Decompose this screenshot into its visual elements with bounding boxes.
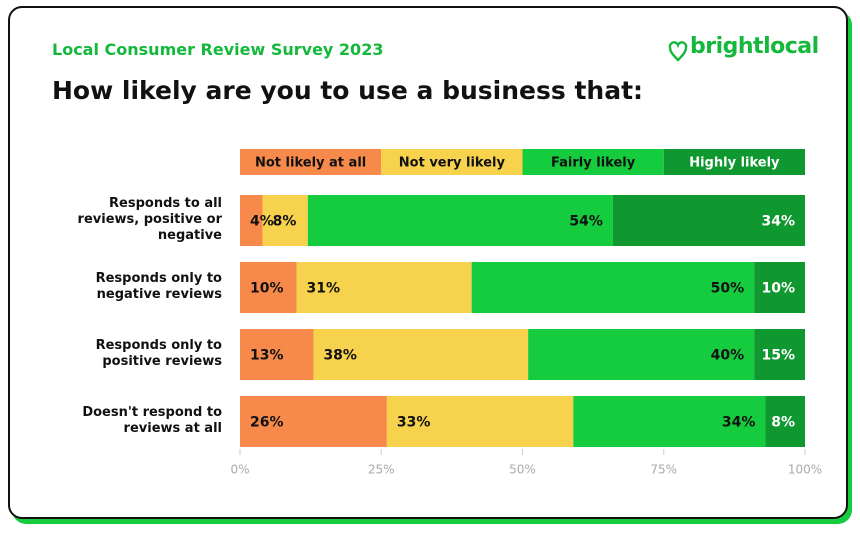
value-label: 50% (711, 281, 745, 297)
bar-segment (573, 396, 766, 447)
logo-icon (668, 41, 688, 62)
x-tick-label: 0% (230, 463, 249, 477)
category-label: Responds to all reviews, positive or neg… (77, 196, 222, 243)
brand: brightlocal (690, 34, 819, 59)
value-label: 31% (307, 281, 341, 297)
legend-label: Fairly likely (551, 156, 636, 171)
chart-title: How likely are you to use a business tha… (52, 76, 644, 105)
bar-segment (240, 195, 263, 246)
bar-segment (307, 195, 613, 246)
x-tick-label: 75% (650, 463, 677, 477)
value-label: 15% (761, 348, 795, 364)
value-label: 34% (722, 415, 756, 431)
category-label: Doesn't respond to reviews at all (82, 405, 222, 436)
legend-label: Not likely at all (255, 156, 366, 171)
bar-segment (313, 329, 529, 380)
legend-swatch (381, 149, 523, 175)
bar-segment (471, 262, 755, 313)
bar-segment (528, 329, 755, 380)
value-label: 8% (771, 415, 795, 431)
value-label: 4% (250, 214, 274, 230)
bar-segment (754, 262, 805, 313)
category-label: Responds only to positive reviews (95, 338, 222, 369)
bar-segment (240, 262, 297, 313)
value-label: 34% (761, 214, 795, 230)
legend-swatch (522, 149, 664, 175)
legend-swatch (663, 149, 805, 175)
bar-segment (765, 396, 805, 447)
value-label: 38% (323, 348, 357, 364)
bar-segment (612, 195, 805, 246)
category-label: Responds only to negative reviews (95, 271, 222, 302)
value-label: 8% (273, 214, 297, 230)
value-label: 33% (397, 415, 431, 431)
value-label: 54% (569, 214, 603, 230)
bar-segment (296, 262, 472, 313)
value-label: 10% (250, 281, 284, 297)
x-tick-label: 50% (509, 463, 536, 477)
x-tick-label: 25% (368, 463, 395, 477)
bar-segment (386, 396, 574, 447)
value-label: 10% (761, 281, 795, 297)
value-label: 13% (250, 348, 284, 364)
bar-segment (240, 329, 314, 380)
value-label: 40% (711, 348, 745, 364)
legend-label: Highly likely (689, 156, 780, 171)
subtitle: Local Consumer Review Survey 2023 (52, 40, 384, 59)
legend-swatch (240, 149, 382, 175)
x-tick-label: 100% (788, 463, 822, 477)
bar-segment (754, 329, 805, 380)
bar-segment (262, 195, 308, 246)
bar-segment (240, 396, 387, 447)
legend-label: Not very likely (399, 156, 506, 171)
value-label: 26% (250, 415, 284, 431)
